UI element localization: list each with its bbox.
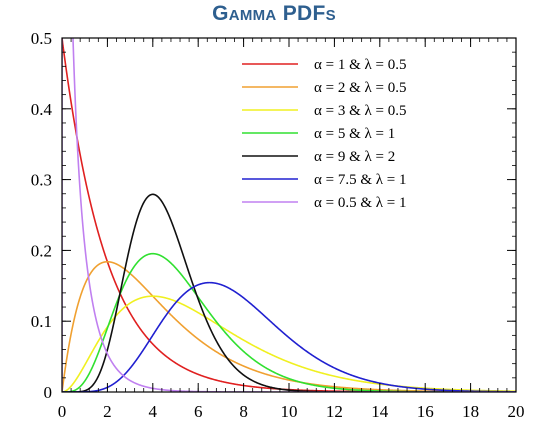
x-tick-label: 20 (508, 402, 525, 421)
legend-label: α = 7.5 & λ = 1 (314, 172, 406, 188)
x-tick-label: 10 (281, 402, 298, 421)
y-tick-label: 0.2 (31, 241, 52, 260)
legend-label: α = 1 & λ = 0.5 (314, 57, 406, 73)
series-line (62, 38, 516, 392)
y-tick-label: 0.1 (31, 312, 52, 331)
x-tick-label: 18 (462, 402, 479, 421)
x-tick-label: 2 (103, 402, 112, 421)
series-line (62, 252, 516, 392)
legend-label: α = 5 & λ = 1 (314, 126, 395, 142)
axis-ticks: 0 2 4 6 8 10 12 14 16 18 20 0 0.1 0.2 0.3 0.4 0.5 (31, 29, 525, 421)
legend-label: α = 2 & λ = 0.5 (314, 80, 406, 96)
x-tick-label: 0 (58, 402, 67, 421)
series-line (62, 295, 516, 392)
y-tick-label: 0.3 (31, 171, 52, 190)
x-tick-label: 4 (149, 402, 158, 421)
y-tick-label: 0.5 (31, 29, 52, 48)
x-tick-label: 6 (194, 402, 203, 421)
series-line (62, 281, 516, 392)
series-curves (62, 38, 516, 392)
x-tick-label: 8 (239, 402, 248, 421)
x-tick-label: 12 (326, 402, 343, 421)
y-tick-label: 0 (44, 383, 53, 402)
chart-title: Gamma PDFs (212, 2, 336, 25)
series-line (62, 260, 516, 392)
x-tick-label: 14 (371, 402, 389, 421)
x-tick-label: 16 (417, 402, 434, 421)
legend: α = 1 & λ = 0.5 α = 2 & λ = 0.5 α = 3 & λ … (242, 57, 406, 211)
y-tick-label: 0.4 (31, 100, 53, 119)
plot-frame (61, 37, 517, 393)
legend-label: α = 9 & λ = 2 (314, 149, 395, 165)
legend-label: α = 3 & λ = 0.5 (314, 103, 406, 119)
series-line (62, 38, 516, 392)
legend-label: α = 0.5 & λ = 1 (314, 195, 406, 211)
